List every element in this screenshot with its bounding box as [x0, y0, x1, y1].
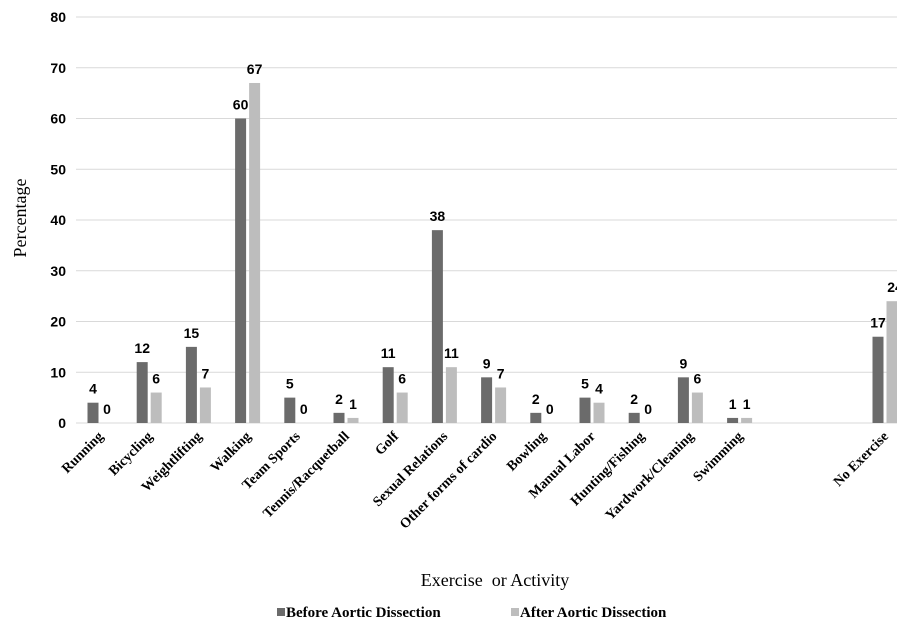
category-label: No Exercise	[831, 429, 892, 490]
data-label-after: 11	[444, 345, 459, 361]
bar-before	[872, 336, 884, 423]
data-label-before: 2	[335, 391, 343, 407]
data-label-after: 7	[497, 365, 505, 381]
data-label-after: 1	[349, 396, 357, 412]
bar-after	[249, 82, 261, 423]
x-axis-title: Exercise or Activity	[421, 570, 569, 590]
legend-swatch	[277, 608, 285, 616]
data-label-before: 2	[630, 391, 638, 407]
bar-after	[741, 417, 753, 423]
bar-after	[199, 387, 211, 423]
data-label-before: 4	[89, 381, 97, 397]
y-tick-label: 20	[50, 314, 66, 330]
y-axis-ticks: 0 10 20 30 40 50 60 70 80	[50, 9, 66, 431]
data-label-after: 24	[887, 279, 897, 295]
bar-before	[87, 402, 99, 423]
bar-before	[677, 377, 689, 423]
data-label-before: 9	[483, 355, 491, 371]
bar-before	[333, 412, 345, 423]
category-label: Walking	[208, 429, 254, 475]
data-label-after: 67	[247, 61, 263, 77]
bar-before	[284, 397, 296, 423]
category-label: Bowling	[504, 429, 549, 474]
category-label: Tennis/Racquetball	[261, 429, 353, 521]
data-label-before: 5	[581, 376, 589, 392]
legend-swatch	[511, 608, 519, 616]
bar-after	[347, 417, 359, 423]
data-label-before: 12	[134, 340, 150, 356]
data-label-after: 0	[103, 401, 111, 417]
bars	[87, 82, 897, 423]
data-label-before: 11	[381, 345, 396, 361]
gridlines	[76, 16, 897, 373]
data-label-after: 6	[398, 371, 406, 387]
data-label-before: 1	[729, 396, 737, 412]
y-tick-label: 30	[50, 263, 66, 279]
bar-after	[445, 367, 457, 423]
bar-before	[382, 367, 394, 423]
y-tick-label: 0	[58, 415, 66, 431]
data-label-after: 6	[152, 371, 160, 387]
y-tick-label: 40	[50, 212, 66, 228]
legend-label: After Aortic Dissection	[520, 605, 667, 621]
data-label-before: 60	[233, 97, 249, 113]
legend: Before Aortic Dissection After Aortic Dis…	[277, 605, 667, 621]
bar-before	[481, 377, 493, 423]
category-label: Swimming	[691, 429, 747, 485]
bar-before	[727, 417, 739, 423]
data-label-before: 38	[430, 208, 446, 224]
bar-after	[691, 392, 703, 423]
data-label-before: 9	[680, 355, 688, 371]
bar-before	[235, 118, 247, 423]
data-label-after: 1	[743, 396, 751, 412]
data-labels: 401261576067502111638119720542096111724	[89, 61, 897, 417]
bar-after	[593, 402, 605, 423]
y-axis-title: Percentage	[10, 179, 30, 258]
data-label-before: 17	[870, 315, 886, 331]
data-label-before: 15	[184, 325, 200, 341]
bar-before	[530, 412, 542, 423]
data-label-after: 0	[546, 401, 554, 417]
data-label-after: 0	[300, 401, 308, 417]
bar-before	[579, 397, 591, 423]
bar-before	[628, 412, 640, 423]
legend-label: Before Aortic Dissection	[286, 605, 441, 621]
y-tick-label: 50	[50, 161, 66, 177]
bar-before	[185, 346, 197, 423]
category-label: Bicycling	[106, 429, 156, 479]
category-label: Other forms of cardio	[397, 429, 500, 532]
category-label: Running	[59, 429, 106, 476]
bar-before	[136, 362, 148, 423]
bar-after	[886, 301, 897, 423]
data-label-before: 5	[286, 376, 294, 392]
data-label-after: 7	[202, 365, 210, 381]
category-label: Yardwork/Cleaning	[603, 429, 697, 523]
category-label: Golf	[373, 429, 403, 459]
y-tick-label: 10	[50, 364, 66, 380]
data-label-after: 6	[694, 371, 702, 387]
data-label-after: 0	[644, 401, 652, 417]
bar-after	[495, 387, 507, 423]
bar-after	[396, 392, 408, 423]
data-label-after: 4	[595, 381, 603, 397]
bar-before	[431, 230, 443, 423]
y-tick-label: 60	[50, 111, 66, 127]
bar-after	[150, 392, 162, 423]
data-label-before: 2	[532, 391, 540, 407]
y-tick-label: 80	[50, 9, 66, 25]
y-tick-label: 70	[50, 60, 66, 76]
